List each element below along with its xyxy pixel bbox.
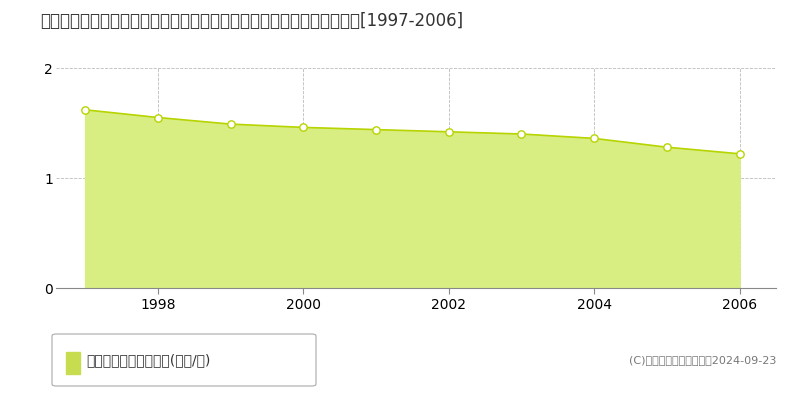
Point <box>734 151 746 157</box>
Point <box>442 129 455 135</box>
Point <box>515 131 528 137</box>
Point <box>297 124 310 130</box>
Point <box>151 114 164 121</box>
Point <box>78 106 91 113</box>
Text: 基準地価　平均嵪単価(万円/嵪): 基準地価 平均嵪単価(万円/嵪) <box>86 353 210 367</box>
Point <box>370 126 382 133</box>
Point <box>588 135 601 142</box>
Point <box>661 144 674 150</box>
Point <box>224 121 237 127</box>
Text: 青森県東津軽郡蓬田村大字広瀬字高根４５番１外　基準地価　地価推移[1997-2006]: 青森県東津軽郡蓬田村大字広瀬字高根４５番１外 基準地価 地価推移[1997-20… <box>40 12 463 30</box>
Text: (C)土地価格ドットコム　2024-09-23: (C)土地価格ドットコム 2024-09-23 <box>629 355 776 365</box>
